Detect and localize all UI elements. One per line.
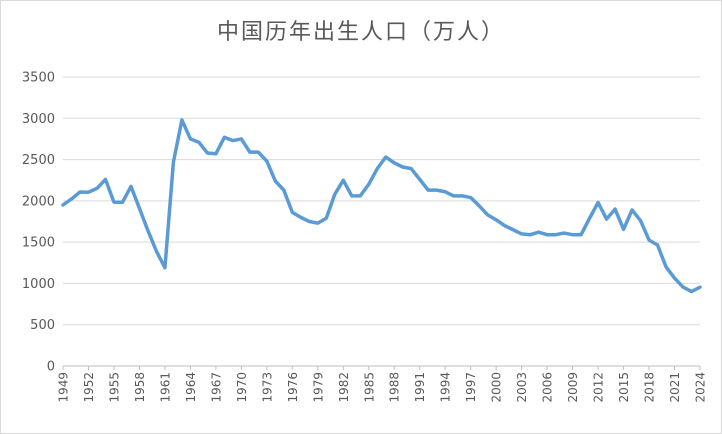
x-tick-label: 2021	[668, 372, 682, 403]
gridlines	[63, 76, 700, 367]
series-line	[61, 118, 702, 294]
x-tick-label: 1949	[57, 372, 71, 403]
x-tick-label: 1994	[439, 372, 453, 403]
x-tick-label: 1967	[209, 372, 223, 403]
y-axis: 0 500 1000 1500 2000 2500 3000 3500	[22, 71, 55, 375]
x-tick-label: 1985	[362, 372, 376, 403]
y-tick-label: 0	[47, 360, 55, 375]
x-tick-label: 1958	[133, 372, 147, 403]
x-tick-label: 1952	[82, 372, 96, 403]
x-tick-label: 2015	[617, 372, 631, 403]
x-tick-label: 1973	[260, 372, 274, 403]
x-tick-label: 1979	[311, 372, 325, 403]
x-tick-label: 1997	[464, 372, 478, 403]
y-tick-label: 500	[30, 318, 55, 333]
y-tick-label: 1500	[22, 236, 55, 251]
y-tick-label: 1000	[22, 277, 55, 292]
x-tick-label: 1988	[388, 372, 402, 403]
y-tick-label: 3000	[22, 112, 55, 127]
x-tick-label: 1982	[337, 372, 351, 403]
x-axis: 1949 1952 1955 1958 1961 1964 1967 1970 1973 1976…	[57, 366, 708, 403]
x-tick-label: 2024	[694, 372, 708, 403]
x-tick-label: 1970	[235, 372, 249, 403]
y-tick-label: 3500	[22, 71, 55, 86]
chart-title: 中国历年出生人口（万人）	[216, 20, 505, 45]
x-tick-label: 1961	[158, 372, 172, 403]
x-tick-label: 1955	[107, 372, 121, 403]
x-tick-label: 2018	[643, 372, 657, 403]
x-tick-label: 1964	[184, 372, 198, 403]
x-tick-label: 2009	[566, 372, 580, 403]
x-tick-label: 2006	[541, 372, 555, 403]
y-tick-label: 2000	[22, 194, 55, 209]
x-tick-label: 2012	[592, 372, 606, 403]
x-tick-label: 2000	[490, 372, 504, 403]
x-tick-label: 1991	[413, 372, 427, 403]
y-tick-label: 2500	[22, 153, 55, 168]
x-tick-label: 2003	[515, 372, 529, 403]
x-tick-label: 1976	[286, 372, 300, 403]
series-layer	[61, 118, 702, 294]
